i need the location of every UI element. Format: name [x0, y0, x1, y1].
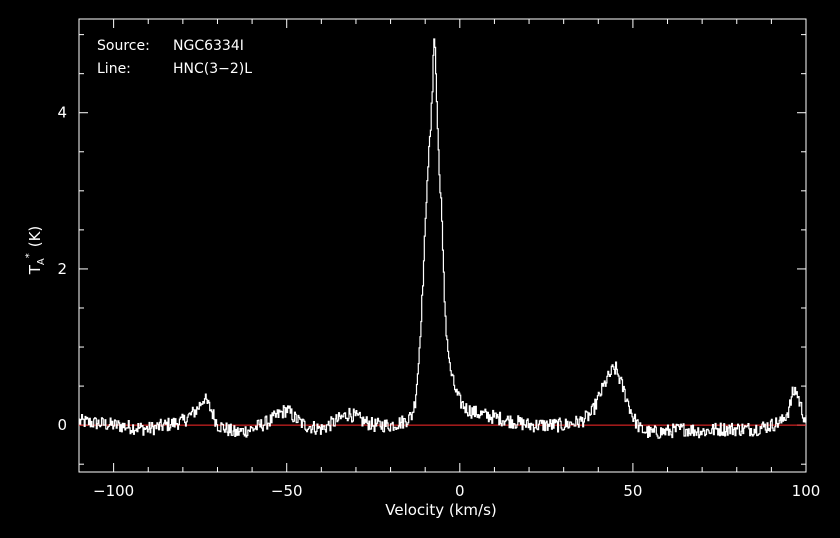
x-tick-label: 50: [623, 482, 642, 500]
y-tick-label: 2: [57, 260, 67, 278]
source-label: Source:: [97, 38, 150, 54]
x-tick-label: 0: [455, 482, 465, 500]
plot-frame: [78, 18, 807, 473]
svg-text:TA*(K): TA* (K): [24, 226, 47, 276]
line-label: Line:: [97, 61, 131, 77]
x-axis-label: Velocity (km/s): [385, 501, 496, 519]
x-tick-label: −100: [93, 482, 134, 500]
line-value: HNC(3−2)L: [173, 61, 252, 77]
source-value: NGC6334I: [173, 38, 244, 54]
y-axis-label-unit: (K): [26, 226, 44, 248]
spectrum-line: [79, 38, 807, 439]
axis-ticks: [78, 19, 807, 472]
y-tick-label: 4: [57, 104, 67, 122]
x-tick-label: 100: [792, 482, 821, 500]
y-axis-label-main: T: [26, 264, 44, 275]
y-axis-label-sup: *: [24, 253, 35, 258]
y-axis-label: TA* (K): [24, 226, 47, 276]
tick-labels: −100 −50 0 50 100 0 2 4: [57, 104, 820, 500]
x-tick-label: −50: [271, 482, 303, 500]
y-axis-label-sub: A: [36, 258, 47, 265]
y-tick-label: 0: [57, 416, 67, 434]
